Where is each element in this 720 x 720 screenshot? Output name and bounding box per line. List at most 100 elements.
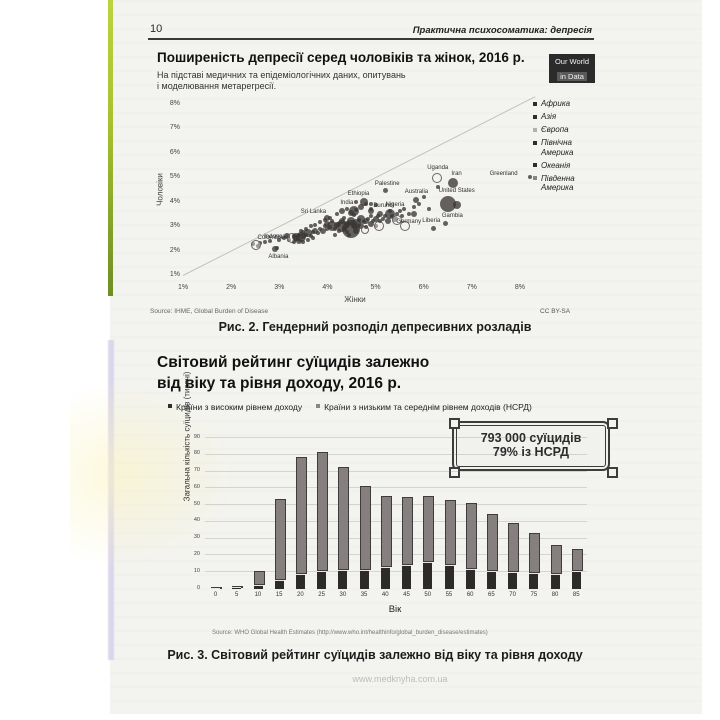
scatter-point [344, 207, 349, 212]
figure2-license: CC BY-SA [540, 308, 571, 315]
scatter-legend-item: Океанія [533, 161, 597, 171]
scatter-point-labeled [442, 220, 448, 226]
scatter-point-labeled [348, 206, 359, 217]
scatter-point-labeled [367, 208, 374, 214]
scatter-point [373, 203, 378, 208]
scatter-point [421, 194, 426, 199]
bar-segment-lmic [571, 549, 583, 572]
scatter-point-labeled [272, 245, 279, 252]
scatter-legend-item: Північна Америка [533, 138, 597, 157]
page-edge-green-strip [108, 0, 113, 296]
scatter-point-labeled [447, 177, 458, 188]
bar-x-tick: 5 [235, 592, 239, 598]
scatter-point [306, 237, 311, 242]
bar-x-tick: 70 [509, 592, 516, 598]
bar-chart [205, 437, 587, 590]
scatter-legend: Африка Азія Європа Північна Америка Океанія П… [533, 99, 597, 196]
scatter-point-labeled [382, 188, 388, 194]
scatter-point [353, 228, 360, 235]
country-label: Colombia [257, 235, 283, 242]
bar-gridline [205, 453, 587, 455]
country-label: Sri Lanka [300, 208, 327, 215]
legend-label: Європа [541, 125, 569, 134]
legend-marker [533, 163, 537, 167]
scatter-point-labeled [292, 233, 301, 242]
badge-line1: 793 000 суїцидів [480, 431, 582, 445]
bar-segment-high-income [487, 571, 496, 589]
country-label: India [340, 200, 354, 207]
scatter-point [332, 232, 337, 237]
badge-line2: 79% із НСРД [492, 445, 570, 459]
legend-marker [168, 404, 172, 408]
figure3-legend-item: Країни з низьким та середнім рівнем дохо… [316, 402, 532, 412]
logo-line2: in Data [557, 72, 587, 81]
scatter-point [301, 230, 306, 235]
scatter-point [380, 216, 385, 221]
bar-x-tick: 35 [360, 592, 368, 598]
bar-segment-lmic [338, 467, 350, 570]
scatter-point [319, 228, 326, 235]
country-label: Ethiopia [347, 191, 370, 198]
scatter-x-tick: 8% [514, 284, 526, 291]
figure2-subtitle-line2: і моделювання метарегресії. [157, 81, 277, 91]
watermark: www.medknyha.com.ua [352, 674, 448, 684]
scatter-x-tick: 3% [274, 284, 285, 291]
bar-segment-lmic [317, 452, 329, 572]
bar-segment-high-income [253, 585, 263, 589]
bar-segment-lmic [380, 495, 392, 568]
bar-x-tick: 30 [339, 592, 347, 598]
scatter-plot: Colombia Albania Indonesia Sri Lanka India Et… [182, 96, 536, 280]
scatter-y-tick: 6% [169, 148, 180, 156]
country-label: Palestine [374, 180, 400, 187]
scatter-x-tick: 5% [370, 284, 381, 291]
bar-segment-lmic [274, 499, 286, 580]
scatter-point [283, 232, 290, 239]
scatter-point [368, 202, 373, 207]
scatter-point-labeled [251, 240, 262, 251]
country-label: Greenland [489, 171, 518, 178]
bar-y-tick: 10 [193, 567, 200, 574]
scatter-point [262, 240, 267, 245]
bar-gridline [205, 504, 587, 506]
figure3-title-line1: Світовий рейтинг суїцидів залежно [157, 354, 430, 371]
bar-x-tick: 40 [381, 592, 389, 598]
scatter-x-tick: 1% [177, 284, 189, 291]
scatter-point [358, 203, 365, 210]
bar-x-tick: 25 [318, 592, 325, 598]
scatter-point [372, 215, 379, 222]
bar-segment-high-income [550, 573, 560, 589]
scatter-point [332, 226, 337, 231]
bar-gridline [205, 487, 587, 489]
bar-segment-high-income [296, 573, 305, 589]
scatter-y-tick: 8% [169, 100, 180, 107]
bar-segment-high-income [444, 564, 454, 589]
scatter-point [367, 220, 374, 227]
scatter-point [267, 238, 272, 243]
figure2-subtitle-line1: На підставі медичних та епідеміологічних… [157, 70, 406, 80]
bar-segment-lmic [253, 571, 265, 586]
bar-gridline [205, 554, 587, 556]
country-label: Uganda [427, 165, 449, 172]
bar-segment-lmic [444, 499, 456, 565]
bar-gridline [205, 571, 587, 573]
header-rule [148, 38, 594, 40]
scatter-point [400, 220, 411, 231]
bar-gridline [205, 537, 587, 539]
country-label: Iran [451, 170, 462, 177]
scatter-x-tick: 7% [466, 284, 477, 291]
figure2-subtitle: На підставі медичних та епідеміологічних… [157, 70, 487, 92]
scatter-x-tick: 2% [226, 284, 237, 291]
badge-frame-inner: 793 000 суїцидів 79% із НСРД [456, 425, 606, 467]
annotation-badge: 793 000 суїцидів 79% із НСРД [449, 418, 618, 478]
figure3-title: Світовий рейтинг суїцидів залежно від ві… [157, 352, 577, 394]
scatter-point [312, 228, 319, 235]
country-label: Australia [404, 189, 429, 196]
figure2-source: Source: IHME, Global Burden of Disease [150, 308, 269, 315]
bar-segment-high-income [508, 572, 518, 589]
bar-y-tick: 20 [193, 550, 200, 557]
scatter-point [308, 233, 313, 238]
badge-corner-notch [607, 467, 618, 478]
scatter-y-tick: 4% [169, 197, 180, 205]
badge-corner-notch [449, 467, 460, 478]
legend-label: Азія [541, 112, 557, 121]
